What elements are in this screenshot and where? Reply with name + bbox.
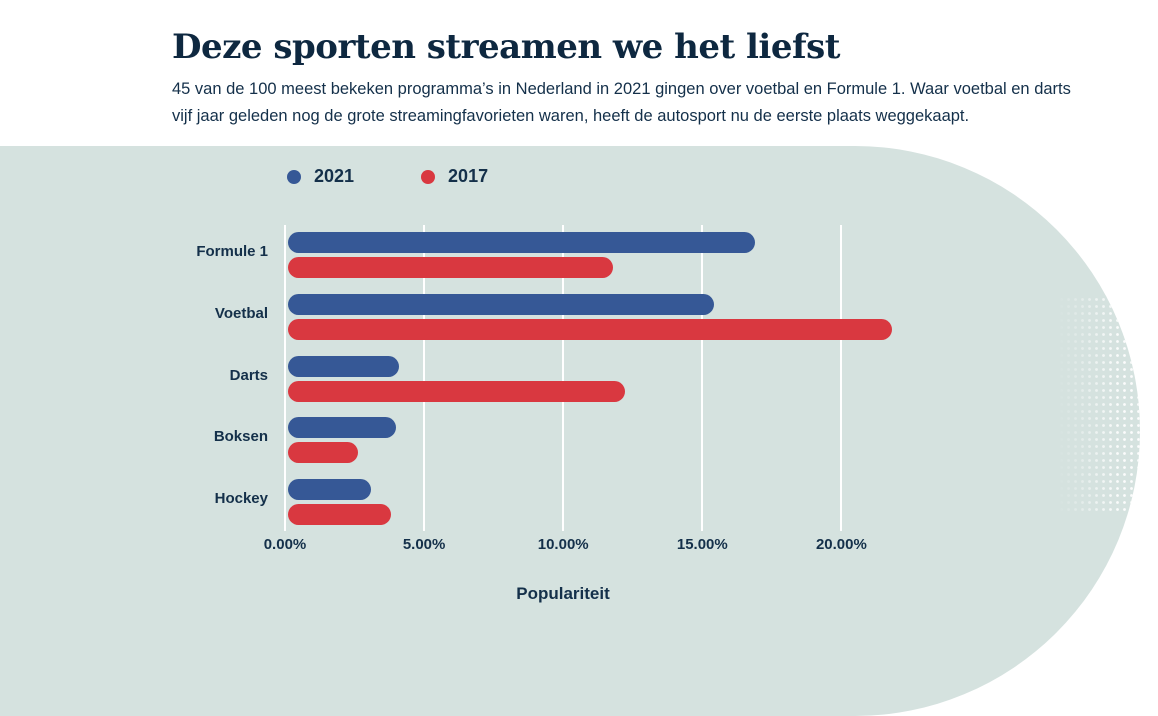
legend-label-2021: 2021 xyxy=(314,166,355,186)
page-title: Deze sporten streamen we het liefst xyxy=(172,26,840,67)
category-label-formule-1: Formule 1 xyxy=(196,243,268,260)
x-tick-label: 10.00% xyxy=(537,536,589,553)
x-tick-label: 15.00% xyxy=(676,536,728,553)
legend-item-2021[interactable]: 2021 xyxy=(287,166,354,187)
gridline-10.00% xyxy=(562,225,565,531)
bar-2017-voetbal xyxy=(288,318,892,340)
bar-2021-voetbal xyxy=(288,293,714,315)
gridline-0.00% xyxy=(284,225,286,531)
category-label-hockey: Hockey xyxy=(214,490,268,507)
bar-2021-darts xyxy=(288,355,400,377)
legend-dot-2017-icon xyxy=(421,169,436,184)
bar-2017-formule-1 xyxy=(288,257,614,278)
category-label-voetbal: Voetbal xyxy=(214,304,268,322)
legend-label-2017: 2017 xyxy=(448,166,489,186)
x-tick-label: 0.00% xyxy=(263,536,307,553)
gridline-5.00% xyxy=(423,225,426,531)
gridline-15.00% xyxy=(701,225,704,531)
page-subtitle: 45 van de 100 meest bekeken programma’s … xyxy=(172,79,1071,125)
bar-2021-formule-1 xyxy=(288,232,756,253)
x-tick-label: 5.00% xyxy=(402,536,446,553)
x-tick-label: 20.00% xyxy=(815,536,867,553)
bar-2021-boksen xyxy=(288,417,397,439)
bar-2021-hockey xyxy=(288,479,372,500)
chart-legend: 2021 2017 xyxy=(287,166,488,187)
legend-dot-2021-icon xyxy=(287,169,301,184)
category-label-darts: Darts xyxy=(229,366,268,384)
bar-2017-darts xyxy=(288,380,625,402)
bar-2017-boksen xyxy=(288,442,358,464)
category-label-boksen: Boksen xyxy=(213,428,268,446)
gridline-20.00% xyxy=(840,225,843,531)
halftone-dots-decoration xyxy=(1058,296,1140,511)
bar-2017-hockey xyxy=(288,504,391,525)
x-axis-label: Populariteit xyxy=(516,584,610,603)
legend-item-2017[interactable]: 2017 xyxy=(421,166,488,187)
